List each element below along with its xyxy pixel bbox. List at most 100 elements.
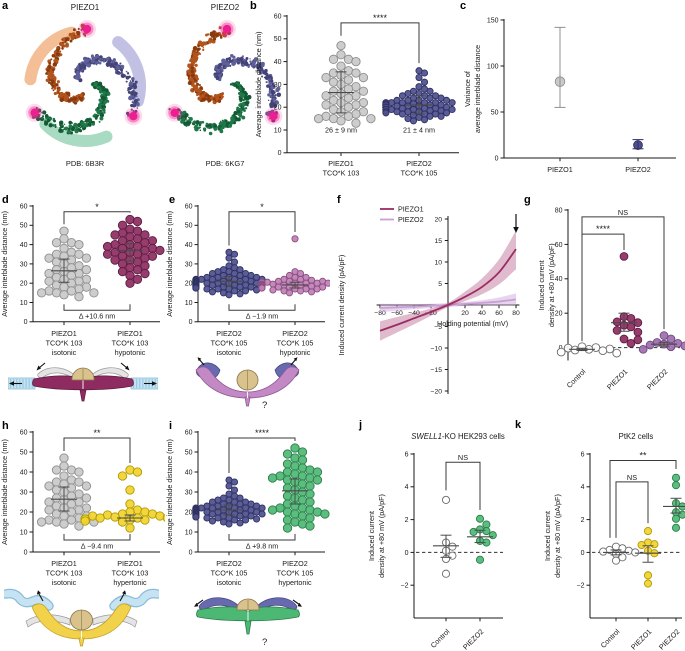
svg-text:−10: −10 bbox=[430, 345, 442, 352]
svg-text:PIEZO2: PIEZO2 bbox=[461, 627, 485, 651]
svg-text:50: 50 bbox=[185, 449, 193, 456]
panel-letter-c: c bbox=[460, 0, 467, 12]
blade-motion-arrow-left bbox=[36, 590, 41, 595]
svg-text:5: 5 bbox=[438, 281, 442, 288]
tension-arrow-left bbox=[9, 381, 14, 386]
panel-j-chart: SWELL1-KO HEK293 cells −2 0 2 4 6 Induced curr… bbox=[358, 424, 508, 651]
svg-text:TCO*K 105: TCO*K 105 bbox=[211, 339, 248, 348]
svg-text:50: 50 bbox=[20, 449, 28, 456]
svg-text:Control: Control bbox=[599, 627, 622, 650]
svg-text:0: 0 bbox=[189, 549, 193, 556]
svg-text:****: **** bbox=[255, 428, 270, 438]
svg-text:20: 20 bbox=[434, 216, 442, 223]
blade-motion-arrow-right bbox=[125, 365, 130, 371]
question-mark: ? bbox=[262, 400, 267, 410]
svg-text:4: 4 bbox=[405, 484, 409, 491]
svg-text:10: 10 bbox=[274, 127, 282, 134]
svg-text:30: 30 bbox=[185, 489, 193, 496]
piezo2-hypertonic-cartoon: ? bbox=[178, 591, 318, 651]
svg-text:20: 20 bbox=[20, 281, 28, 288]
svg-text:10: 10 bbox=[20, 300, 28, 307]
svg-text:40: 40 bbox=[185, 469, 193, 476]
svg-text:PIEZO1: PIEZO1 bbox=[328, 159, 354, 168]
svg-text:60: 60 bbox=[274, 13, 282, 20]
svg-text:60: 60 bbox=[20, 203, 28, 210]
panel-c-chart: 0 50 100 150 Variance of average interblade d… bbox=[458, 6, 685, 193]
panel-letter-k: k bbox=[515, 419, 522, 431]
membrane-right bbox=[110, 590, 161, 610]
panel-letter-d: d bbox=[2, 194, 9, 206]
svg-text:20: 20 bbox=[461, 310, 469, 317]
svg-text:30: 30 bbox=[20, 489, 28, 496]
svg-text:30: 30 bbox=[20, 261, 28, 268]
svg-text:*: * bbox=[95, 202, 99, 212]
svg-text:NS: NS bbox=[618, 208, 628, 217]
svg-text:isotonic: isotonic bbox=[52, 348, 77, 357]
svg-text:0: 0 bbox=[278, 150, 282, 157]
svg-text:PIEZO2: PIEZO2 bbox=[216, 559, 242, 568]
svg-text:Holding potential (mV): Holding potential (mV) bbox=[437, 319, 508, 328]
svg-text:Average interblade distance (n: Average interblade distance (nm) bbox=[165, 211, 174, 317]
svg-text:TCO*K 103: TCO*K 103 bbox=[46, 569, 83, 578]
blade-left bbox=[198, 597, 241, 612]
svg-text:TCO*K 103: TCO*K 103 bbox=[112, 339, 149, 348]
svg-text:Induced current density (pA/pF: Induced current density (pA/pF) bbox=[337, 255, 346, 356]
svg-text:20: 20 bbox=[20, 509, 28, 516]
panel-letter-j: j bbox=[359, 419, 363, 431]
svg-text:PIEZO2: PIEZO2 bbox=[645, 367, 669, 391]
piezo2-structure-title: PIEZO2 bbox=[210, 3, 240, 12]
piezo1-structure-image bbox=[10, 13, 160, 164]
piezo2-pdb-label: PDB: 6KG7 bbox=[205, 159, 245, 168]
beam-tail bbox=[79, 389, 87, 402]
svg-text:PIEZO1: PIEZO1 bbox=[398, 205, 424, 214]
panel-b-chart: 0 10 20 30 40 50 60 Average interblade distance… bbox=[253, 6, 467, 193]
svg-text:30: 30 bbox=[185, 261, 193, 268]
svg-text:−20: −20 bbox=[425, 310, 437, 317]
relaxed-blade-left bbox=[37, 367, 79, 381]
piezo2-hypotonic-cartoon: ? bbox=[180, 356, 315, 415]
svg-text:TCO*K 105: TCO*K 105 bbox=[401, 169, 438, 178]
piezo1-hypertonic-cartoon bbox=[1, 587, 162, 651]
svg-text:60: 60 bbox=[185, 429, 193, 436]
svg-text:21 ± 4 nm: 21 ± 4 nm bbox=[403, 125, 435, 134]
svg-text:6: 6 bbox=[405, 451, 409, 458]
svg-text:PIEZO2: PIEZO2 bbox=[625, 165, 651, 174]
svg-text:10: 10 bbox=[20, 529, 28, 536]
panel-letter-h: h bbox=[2, 420, 9, 432]
svg-text:Induced current: Induced current bbox=[543, 511, 552, 561]
svg-text:40: 40 bbox=[555, 276, 563, 283]
panel-e-chart: 0 10 20 30 40 50 60 Average interblade distance… bbox=[165, 200, 332, 363]
svg-text:80: 80 bbox=[555, 207, 563, 214]
svg-text:−5: −5 bbox=[434, 324, 442, 331]
svg-text:0: 0 bbox=[24, 319, 28, 326]
svg-text:hypotonic: hypotonic bbox=[115, 348, 146, 357]
svg-text:30: 30 bbox=[274, 82, 282, 89]
svg-text:60: 60 bbox=[20, 429, 28, 436]
svg-text:Average interblade distance (n: Average interblade distance (nm) bbox=[254, 32, 263, 138]
svg-text:50: 50 bbox=[185, 223, 193, 230]
svg-text:−60: −60 bbox=[391, 310, 403, 317]
tension-arrow-right bbox=[152, 381, 157, 386]
blade-motion-arrow-right bbox=[297, 602, 302, 607]
relaxed-blade-right bbox=[87, 367, 129, 381]
svg-text:NS: NS bbox=[458, 453, 468, 462]
svg-text:average interblade distance: average interblade distance bbox=[473, 45, 482, 133]
svg-text:20: 20 bbox=[185, 281, 193, 288]
svg-text:density at +80 mV (pA/pF): density at +80 mV (pA/pF) bbox=[553, 494, 562, 578]
svg-text:60: 60 bbox=[185, 203, 193, 210]
svg-text:TCO*K 105: TCO*K 105 bbox=[277, 569, 314, 578]
svg-text:−15: −15 bbox=[430, 367, 442, 374]
panel-d-chart: 0 10 20 30 40 50 60 Average interblade distance… bbox=[0, 200, 165, 363]
svg-text:*: * bbox=[260, 202, 264, 212]
svg-text:PtK2 cells: PtK2 cells bbox=[619, 432, 654, 441]
svg-text:60: 60 bbox=[495, 310, 503, 317]
svg-text:Induced current: Induced current bbox=[537, 260, 546, 310]
svg-text:6: 6 bbox=[581, 451, 585, 458]
svg-text:PIEZO2: PIEZO2 bbox=[398, 215, 424, 224]
svg-text:TCO*K 103: TCO*K 103 bbox=[323, 169, 360, 178]
svg-text:40: 40 bbox=[20, 242, 28, 249]
svg-text:4: 4 bbox=[581, 484, 585, 491]
svg-text:150: 150 bbox=[487, 17, 499, 24]
blade-motion-arrow-right bbox=[293, 357, 298, 362]
